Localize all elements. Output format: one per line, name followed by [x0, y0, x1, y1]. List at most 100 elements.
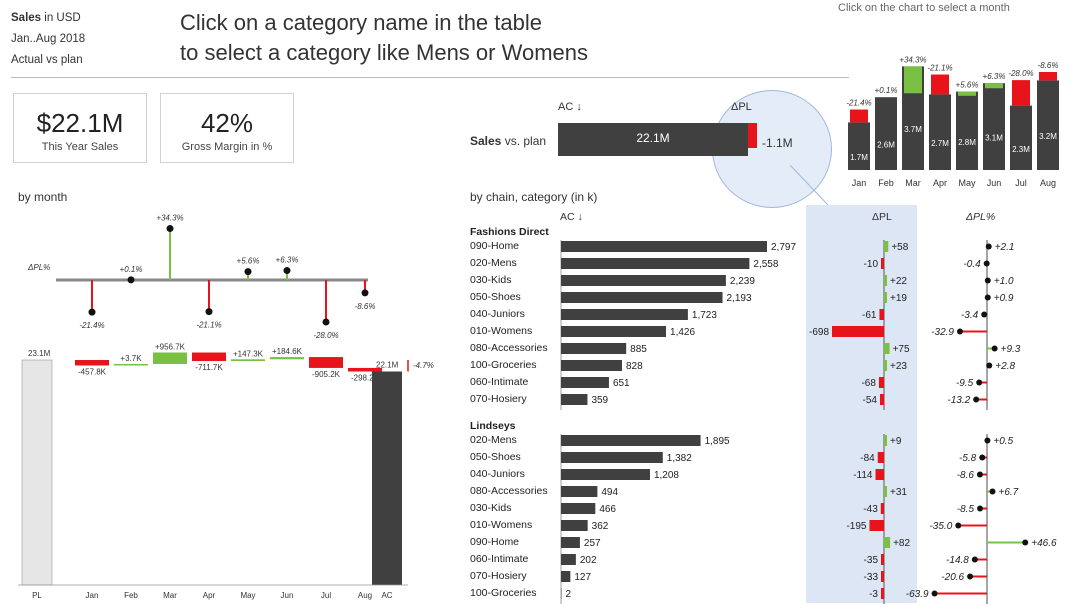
- category-name[interactable]: 090-Home: [470, 240, 520, 252]
- lollipop-dot: [244, 268, 252, 276]
- month-axis-label: Mar: [905, 178, 921, 188]
- category-name[interactable]: 090-Home: [470, 536, 520, 548]
- month-delta-label: +0.1%: [875, 86, 898, 95]
- lollipop-label: -21.4%: [79, 321, 104, 330]
- ac-bar: [561, 435, 701, 446]
- month-delta-label: -28.0%: [1008, 69, 1033, 78]
- dpl-bar: [879, 309, 884, 320]
- category-name[interactable]: 040-Juniors: [470, 308, 525, 320]
- waterfall-delta-bar: [192, 352, 226, 362]
- waterfall-axis-label: May: [240, 591, 255, 600]
- dpl-pct-dot: [977, 505, 984, 512]
- dpl-pct-dot: [991, 345, 998, 352]
- category-name[interactable]: 060-Intimate: [470, 376, 529, 388]
- monthly-sales-chart[interactable]: 1.7M -21.4% Jan 2.6M +0.1% Feb 3.7M +34.3% Mar 2.…: [838, 20, 1074, 190]
- dpl-bar: [880, 503, 884, 514]
- waterfall-delta-label: -457.8K: [78, 367, 107, 376]
- waterfall-delta-bar: [153, 352, 187, 364]
- dpl-pct-value: +6.7: [998, 487, 1018, 498]
- header-divider: [11, 77, 849, 78]
- dpl-pct-dot: [984, 294, 991, 301]
- dpl-pct-dot: [931, 590, 938, 597]
- category-name[interactable]: 070-Hosiery: [470, 393, 527, 405]
- month-value-label: 2.3M: [1012, 145, 1030, 154]
- ac-bar: [561, 360, 622, 371]
- ac-bar: [561, 520, 588, 531]
- category-name[interactable]: 050-Shoes: [470, 451, 521, 463]
- dpl-pct-value: -14.8: [946, 555, 969, 566]
- sales-dpl-header[interactable]: ΔPL: [731, 101, 752, 113]
- table-dpl-pct-header[interactable]: ΔPL%: [966, 211, 996, 223]
- report-comparison: Actual vs plan: [11, 54, 83, 66]
- dpl-pct-dot: [957, 328, 963, 335]
- category-name[interactable]: 080-Accessories: [470, 485, 548, 497]
- dpl-value: +22: [890, 276, 907, 287]
- month-value-label: 2.8M: [958, 138, 976, 147]
- category-name[interactable]: 100-Groceries: [470, 359, 537, 371]
- chain-name[interactable]: Fashions Direct: [470, 226, 549, 238]
- lollipop-label: +34.3%: [156, 214, 183, 223]
- sales-ac-header[interactable]: AC ↓: [558, 101, 582, 113]
- category-name[interactable]: 020-Mens: [470, 257, 517, 269]
- dpl-value: -54: [863, 395, 878, 406]
- lollipop-dot: [88, 308, 96, 316]
- dpl-pct-value: -8.5: [957, 504, 975, 515]
- category-name[interactable]: 080-Accessories: [470, 342, 548, 354]
- lollipop-dot: [322, 318, 330, 326]
- month-delta-label: +6.3%: [983, 72, 1006, 81]
- lollipop-label: +0.1%: [120, 265, 143, 274]
- table-ac-header[interactable]: AC ↓: [560, 211, 583, 223]
- dpl-pct-value: -0.4: [963, 259, 981, 270]
- month-value-label: 3.7M: [904, 125, 922, 134]
- dpl-pct-dot: [955, 522, 962, 529]
- category-name[interactable]: 020-Mens: [470, 434, 517, 446]
- sales-ac-bar[interactable]: [558, 123, 748, 156]
- kpi-value: 42%: [200, 108, 254, 138]
- month-bar: [1037, 80, 1059, 170]
- sales-dpl-bar[interactable]: [748, 123, 757, 148]
- dpl-pct-value: -9.5: [956, 378, 974, 389]
- category-name[interactable]: 030-Kids: [470, 274, 512, 286]
- by-month-chart[interactable]: ΔPL% -21.4% +0.1% +34.3% -21.1% +5.6% +6.3% -28…: [18, 205, 438, 605]
- dpl-pct-dot: [986, 362, 993, 369]
- ac-value: 1,426: [670, 327, 695, 338]
- category-name[interactable]: 060-Intimate: [470, 553, 529, 565]
- dpl-pct-value: +2.8: [995, 361, 1015, 372]
- ac-bar: [561, 241, 767, 252]
- ac-value: 1,382: [667, 453, 692, 464]
- dpl-value: -114: [853, 470, 873, 481]
- category-name[interactable]: 070-Hosiery: [470, 570, 527, 582]
- ac-bar: [561, 343, 627, 354]
- dpl-pct-dot: [981, 311, 988, 318]
- waterfall-ac-bar: [372, 371, 402, 585]
- waterfall-delta-bar: [348, 367, 382, 372]
- category-name[interactable]: 010-Womens: [470, 325, 533, 337]
- ac-value: 2,558: [753, 259, 778, 270]
- dpl-value: -10: [864, 259, 879, 270]
- lollipop-dot: [127, 276, 135, 284]
- category-name[interactable]: 050-Shoes: [470, 291, 521, 303]
- category-name[interactable]: 030-Kids: [470, 502, 512, 514]
- waterfall-delta-bar: [75, 360, 109, 366]
- chain-name[interactable]: Lindseys: [470, 420, 516, 432]
- dpl-pct-dot: [984, 437, 991, 444]
- month-axis-label: Jan: [852, 178, 867, 188]
- ac-value: 202: [580, 555, 597, 566]
- ac-bar: [561, 377, 609, 388]
- waterfall-axis-label: Jan: [86, 591, 99, 600]
- ac-value: 362: [592, 521, 609, 532]
- dpl-value: -43: [863, 504, 878, 515]
- category-name[interactable]: 100-Groceries: [470, 587, 537, 599]
- month-delta-label: +5.6%: [956, 81, 979, 90]
- dpl-pct-dot: [971, 556, 978, 563]
- table-dpl-header[interactable]: ΔPL: [872, 211, 892, 223]
- ac-bar: [561, 394, 588, 405]
- ac-value: 2,193: [727, 293, 752, 304]
- waterfall-axis-label: Aug: [358, 591, 372, 600]
- category-name[interactable]: 010-Womens: [470, 519, 533, 531]
- month-delta-label: -8.6%: [1038, 61, 1059, 70]
- month-bar: [956, 91, 978, 170]
- dpl-pct-value: -8.6: [957, 470, 975, 481]
- dpl-bar: [884, 435, 887, 446]
- category-name[interactable]: 040-Juniors: [470, 468, 525, 480]
